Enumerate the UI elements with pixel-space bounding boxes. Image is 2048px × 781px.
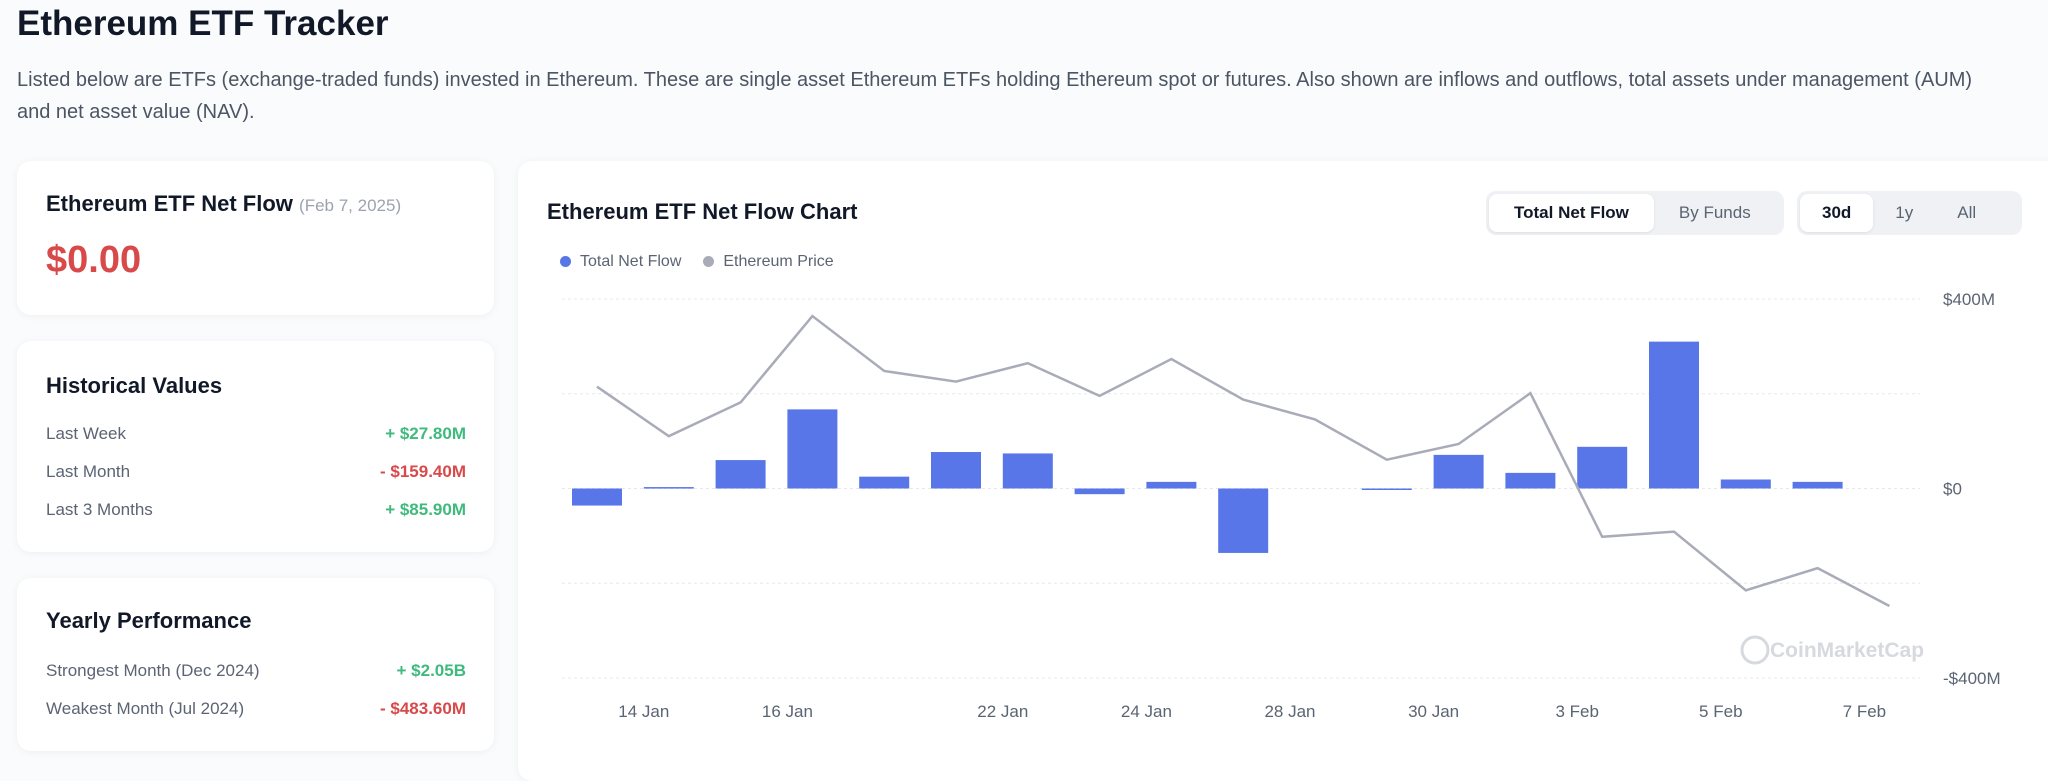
- historical-row: Last Week + $27.80M: [46, 424, 466, 444]
- net-flow-date: (Feb 7, 2025): [299, 196, 402, 215]
- x-tick-label: 3 Feb: [1555, 702, 1598, 721]
- net-flow-bar[interactable]: [1361, 488, 1412, 491]
- row-label: Last 3 Months: [46, 500, 153, 519]
- watermark-coinmarketcap: CoinMarketCap: [1770, 639, 1924, 662]
- net-flow-bar[interactable]: [1792, 481, 1843, 489]
- historical-row: Last 3 Months + $85.90M: [46, 500, 466, 520]
- x-tick-label: 30 Jan: [1408, 702, 1459, 721]
- page-title: Ethereum ETF Tracker: [17, 4, 389, 43]
- net-flow-title: Ethereum ETF Net Flow: [46, 191, 293, 216]
- net-flow-bar[interactable]: [1074, 488, 1125, 495]
- historical-title: Historical Values: [46, 373, 223, 398]
- row-value: + $2.05B: [396, 661, 466, 680]
- y-tick-label: -$400M: [1943, 669, 2001, 688]
- y-tick-label: $0: [1943, 480, 1962, 499]
- page-description: Listed below are ETFs (exchange-traded f…: [17, 69, 1973, 123]
- coinmarketcap-logo-icon: [1740, 635, 1770, 665]
- x-tick-label: 16 Jan: [762, 702, 813, 721]
- tab-total-net-flow[interactable]: Total Net Flow: [1489, 194, 1654, 232]
- tab-by-funds[interactable]: By Funds: [1678, 203, 1751, 222]
- row-value: - $159.40M: [380, 462, 466, 481]
- net-flow-bar[interactable]: [1433, 454, 1484, 489]
- yearly-row: Weakest Month (Jul 2024) - $483.60M: [46, 699, 466, 719]
- x-tick-label: 24 Jan: [1121, 702, 1172, 721]
- row-label: Last Month: [46, 462, 131, 481]
- yearly-title: Yearly Performance: [46, 608, 252, 633]
- row-value: + $85.90M: [385, 500, 466, 519]
- row-value: - $483.60M: [380, 699, 466, 718]
- x-tick-label: 5 Feb: [1699, 702, 1742, 721]
- legend-ethereum-price[interactable]: Ethereum Price: [703, 253, 834, 271]
- net-flow-bar[interactable]: [1002, 453, 1053, 489]
- view-toggle: Total Net Flow By Funds: [1486, 191, 1784, 235]
- net-flow-bar[interactable]: [572, 488, 622, 506]
- historical-row: Last Month - $159.40M: [46, 462, 466, 482]
- net-flow-bar[interactable]: [1218, 488, 1269, 553]
- net-flow-title-wrap: Ethereum ETF Net Flow (Feb 7, 2025): [46, 191, 401, 217]
- historical-values-card: Historical Values Last Week + $27.80M Las…: [17, 341, 494, 552]
- legend-total-net-flow[interactable]: Total Net Flow: [560, 253, 681, 271]
- net-flow-bar[interactable]: [1720, 479, 1771, 489]
- tab-30d[interactable]: 30d: [1800, 194, 1874, 232]
- net-flow-bar[interactable]: [715, 460, 766, 489]
- y-tick-label: $400M: [1943, 290, 1995, 309]
- ethereum-price-line: [596, 314, 1890, 608]
- net-flow-card: Ethereum ETF Net Flow (Feb 7, 2025) $0.0…: [17, 161, 494, 315]
- chart-title: Ethereum ETF Net Flow Chart: [547, 199, 858, 224]
- x-tick-label: 14 Jan: [618, 702, 669, 721]
- net-flow-bar[interactable]: [1577, 446, 1628, 489]
- net-flow-bar[interactable]: [643, 487, 694, 489]
- legend-dot-icon: [703, 256, 715, 267]
- range-toggle: 30d 1y All: [1797, 191, 2022, 235]
- yearly-row: Strongest Month (Dec 2024) + $2.05B: [46, 661, 466, 681]
- yearly-performance-card: Yearly Performance Strongest Month (Dec …: [17, 578, 494, 751]
- tab-1y[interactable]: 1y: [1895, 203, 1914, 222]
- row-label: Last Week: [46, 424, 127, 443]
- net-flow-bar[interactable]: [1505, 472, 1556, 489]
- legend-dot-icon: [560, 256, 571, 267]
- legend-label: Ethereum Price: [723, 253, 834, 270]
- net-flow-bar[interactable]: [1649, 341, 1699, 489]
- legend-label: Total Net Flow: [580, 253, 682, 270]
- tab-all[interactable]: All: [1957, 203, 1977, 222]
- net-flow-bar[interactable]: [1146, 481, 1197, 489]
- net-flow-bar[interactable]: [787, 409, 838, 489]
- x-tick-label: 7 Feb: [1843, 702, 1886, 721]
- x-tick-label: 22 Jan: [977, 702, 1028, 721]
- net-flow-bar[interactable]: [931, 452, 981, 489]
- net-flow-value: $0.00: [46, 239, 142, 281]
- row-value: + $27.80M: [385, 424, 466, 443]
- x-tick-label: 28 Jan: [1264, 702, 1315, 721]
- net-flow-bar[interactable]: [859, 476, 910, 489]
- row-label: Strongest Month (Dec 2024): [46, 661, 260, 680]
- row-label: Weakest Month (Jul 2024): [46, 699, 245, 718]
- chart-legend: Total Net Flow Ethereum Price: [560, 253, 834, 271]
